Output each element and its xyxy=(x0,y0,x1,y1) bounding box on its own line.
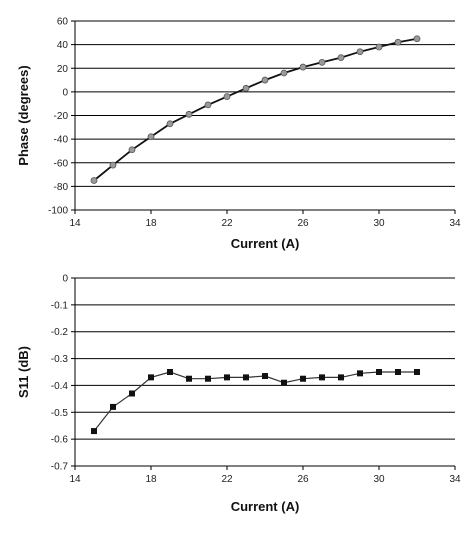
x-tick-label: 26 xyxy=(297,218,309,229)
y-tick-label: -20 xyxy=(54,111,69,122)
y-tick-label: -80 xyxy=(54,182,69,193)
data-point xyxy=(337,54,345,62)
y-tick-label: -100 xyxy=(48,206,68,217)
data-point xyxy=(148,374,154,381)
y-tick-label: -0.7 xyxy=(51,462,69,473)
y-axis-label: Phase (degrees) xyxy=(16,65,31,165)
data-point xyxy=(128,146,136,154)
y-tick-label: -40 xyxy=(54,135,69,146)
data-point xyxy=(395,369,401,375)
data-point xyxy=(224,374,230,381)
x-tick-label: 14 xyxy=(69,218,81,229)
y-tick-label: -0.4 xyxy=(51,381,69,392)
data-point xyxy=(129,390,135,397)
data-point xyxy=(167,369,173,375)
data-point xyxy=(262,373,268,380)
x-tick-label: 18 xyxy=(145,474,157,485)
y-tick-label: -0.1 xyxy=(51,300,69,311)
x-tick-label: 30 xyxy=(373,474,385,485)
x-tick-label: 14 xyxy=(69,474,81,485)
data-point xyxy=(261,76,269,84)
data-point xyxy=(414,369,420,375)
data-point xyxy=(413,35,421,43)
data-point xyxy=(186,375,192,382)
x-tick-label: 22 xyxy=(221,474,233,485)
x-axis-label: Current (A) xyxy=(231,499,300,514)
series-line xyxy=(93,37,418,182)
data-point xyxy=(376,369,382,375)
y-tick-label: 60 xyxy=(57,17,69,28)
y-tick-label: -60 xyxy=(54,158,69,169)
data-point xyxy=(319,374,325,381)
y-tick-label: -0.6 xyxy=(51,435,69,446)
y-tick-label: -0.3 xyxy=(51,354,69,365)
data-point xyxy=(91,428,97,435)
x-tick-label: 22 xyxy=(221,218,233,229)
series-line xyxy=(93,371,417,432)
data-point xyxy=(147,133,155,141)
data-point xyxy=(375,43,383,51)
y-tick-label: -0.5 xyxy=(51,408,69,419)
data-point xyxy=(243,374,249,381)
data-point xyxy=(300,375,306,382)
y-tick-label: 40 xyxy=(57,40,69,51)
data-point xyxy=(299,63,307,71)
y-axis-label: S11 (dB) xyxy=(16,346,31,398)
data-point xyxy=(185,110,193,118)
x-tick-label: 26 xyxy=(297,474,309,485)
x-tick-label: 34 xyxy=(449,474,461,485)
data-point xyxy=(357,370,363,377)
s11-chart: 0 -0.1 -0.2 -0.3 -0.4 -0.5 -0.6 -0.714 18 22 26 30 3… xyxy=(16,274,461,515)
data-point xyxy=(166,120,174,128)
y-tick-label: 0 xyxy=(62,87,68,98)
data-point xyxy=(223,93,231,100)
data-point xyxy=(109,161,117,169)
x-tick-label: 34 xyxy=(449,218,461,229)
data-point xyxy=(318,58,326,66)
data-point xyxy=(338,374,344,381)
data-point xyxy=(242,84,250,92)
data-point xyxy=(205,375,211,382)
data-point xyxy=(110,403,116,410)
y-tick-label: 0 xyxy=(62,274,68,285)
data-point xyxy=(281,379,287,386)
data-point xyxy=(356,48,364,56)
data-point xyxy=(90,177,98,184)
y-tick-label: -0.2 xyxy=(51,327,69,338)
data-point xyxy=(394,38,402,46)
data-point xyxy=(280,69,288,77)
x-axis-label: Current (A) xyxy=(231,236,300,251)
y-tick-label: 20 xyxy=(57,64,69,75)
x-tick-label: 30 xyxy=(373,218,385,229)
data-point xyxy=(204,101,212,109)
x-tick-label: 18 xyxy=(145,218,157,229)
